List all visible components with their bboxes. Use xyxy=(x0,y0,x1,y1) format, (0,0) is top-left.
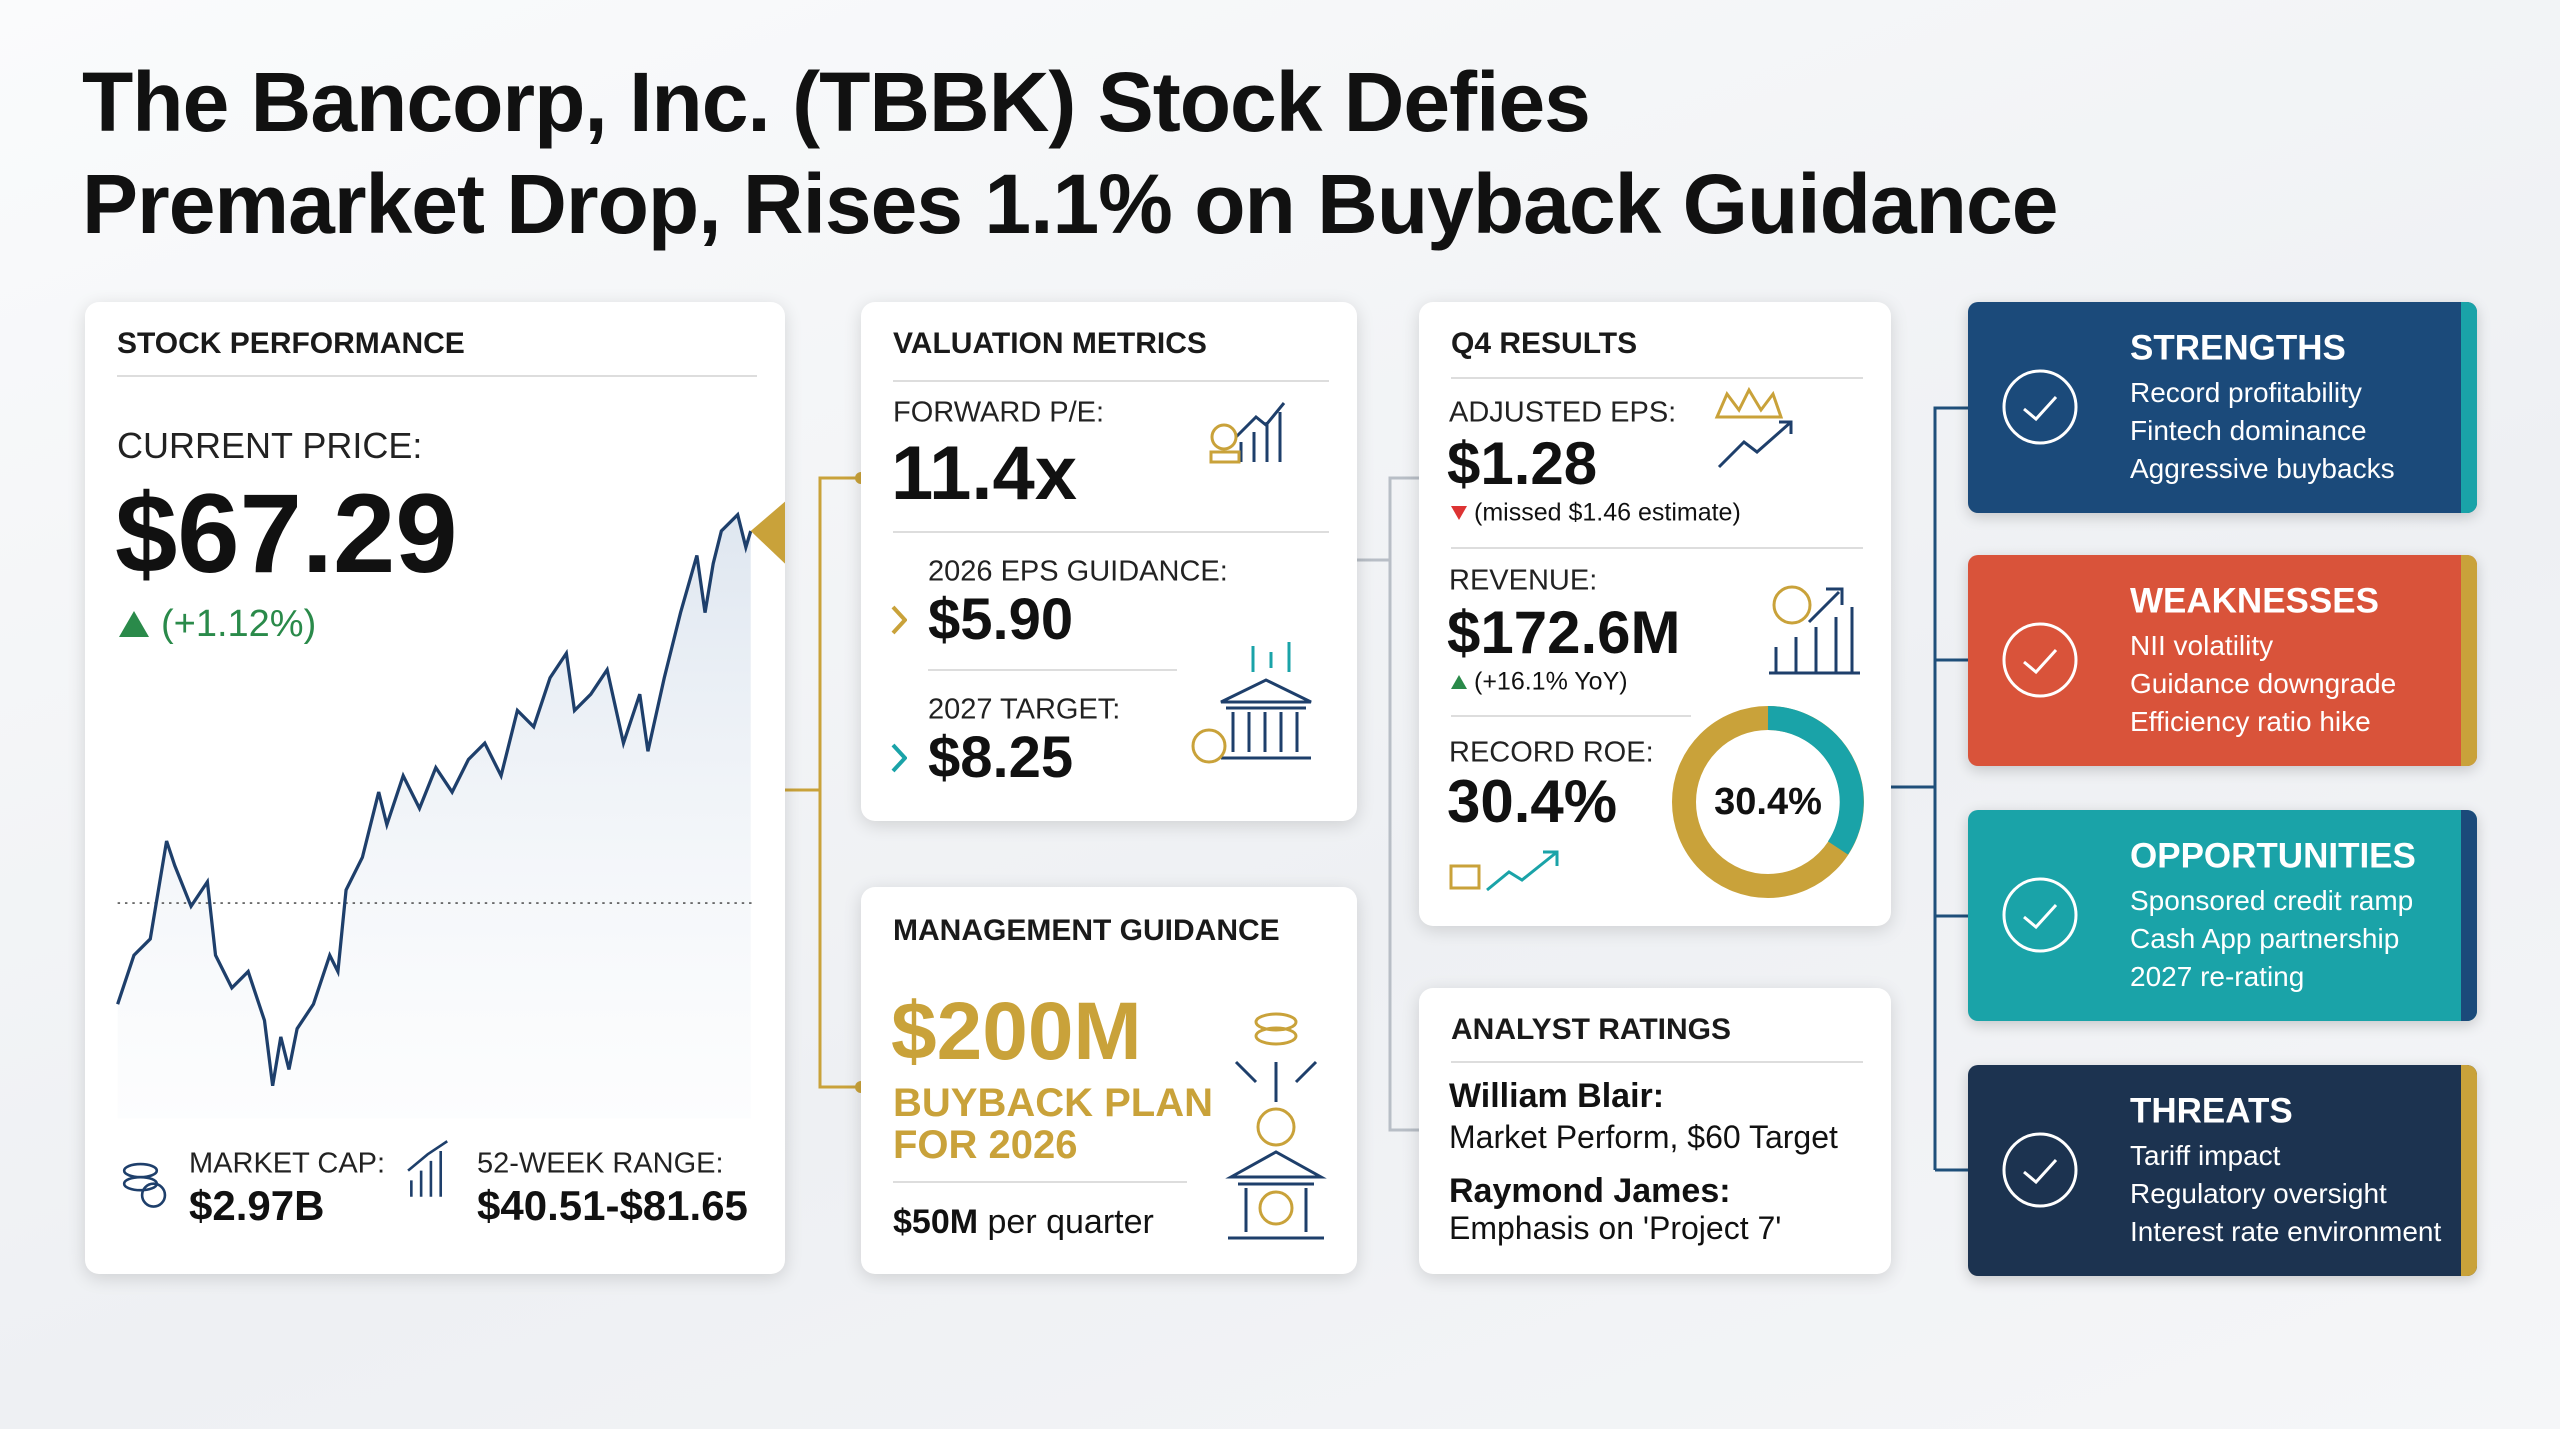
swot-icon xyxy=(2002,877,2078,953)
revenue-note: (+16.1% YoY) xyxy=(1474,667,1628,696)
swot-stripe xyxy=(2461,810,2477,1021)
swot-heading: WEAKNESSES xyxy=(2130,581,2379,621)
revenue-label: REVENUE: xyxy=(1449,564,1598,597)
down-arrow xyxy=(1451,506,1467,520)
swot-stripe xyxy=(2461,555,2477,766)
swot-item: Aggressive buybacks xyxy=(2130,453,2395,484)
market-cap-label: MARKET CAP: xyxy=(189,1147,386,1180)
title: Premarket Drop, Rises 1.1% on Buyback Gu… xyxy=(82,157,2058,251)
swot-item: NII volatility xyxy=(2130,630,2274,661)
roe-label: RECORD ROE: xyxy=(1449,736,1654,769)
title: The Bancorp, Inc. (TBBK) Stock Defies xyxy=(82,55,1591,149)
price: $67.29 xyxy=(115,471,458,596)
swot-icon xyxy=(2002,622,2078,698)
bank-icon xyxy=(1191,642,1312,764)
card-heading: Q4 RESULTS xyxy=(1451,327,1638,360)
rule xyxy=(893,1181,1187,1183)
roe-donut xyxy=(1672,706,1864,898)
analyst-view: Market Perform, $60 Target xyxy=(1449,1119,1838,1155)
swot-heading: OPPORTUNITIES xyxy=(2130,836,2416,876)
swot-box: WEAKNESSES NII volatility Guidance downgra… xyxy=(1968,555,2477,766)
swot-item: Sponsored credit ramp xyxy=(2130,885,2414,916)
q4-card: Q4 RESULTS ADJUSTED EPS: $1.28 (missed $… xyxy=(1419,302,1891,926)
swot-box: THREATS Tariff impact Regulatory oversight… xyxy=(1968,1065,2477,1276)
rule xyxy=(1451,377,1863,379)
price-label: CURRENT PRICE: xyxy=(117,425,423,466)
eps-label: ADJUSTED EPS: xyxy=(1449,396,1677,429)
range: $40.51-$81.65 xyxy=(477,1182,748,1229)
card-heading: MANAGEMENT GUIDANCE xyxy=(893,914,1280,947)
rule xyxy=(928,669,1177,671)
analyst-firm: Raymond James: xyxy=(1449,1172,1731,1210)
card-heading: ANALYST RATINGS xyxy=(1451,1013,1732,1046)
swot-stripe xyxy=(2461,1065,2477,1276)
rule xyxy=(1451,547,1863,549)
quarterly-suffix: per quarter xyxy=(987,1203,1154,1241)
buyback-plan: BUYBACK PLAN xyxy=(893,1081,1213,1125)
buyback-plan: FOR 2026 xyxy=(893,1123,1078,1167)
guidance-card: MANAGEMENT GUIDANCE $200M BUYBACK PLAN F… xyxy=(861,887,1357,1274)
swot-box: STRENGTHS Record profitability Fintech dom… xyxy=(1968,302,2477,513)
valuation-card: VALUATION METRICS FORWARD P/E: 11.4x 202… xyxy=(861,302,1357,821)
market-cap: $2.97B xyxy=(189,1182,325,1229)
rule xyxy=(117,375,757,377)
swot-item: Tariff impact xyxy=(2130,1140,2281,1171)
quarterly: $50M per quarter xyxy=(893,1205,1154,1239)
swot-item: 2027 re-rating xyxy=(2130,961,2305,992)
swot-item: Guidance downgrade xyxy=(2130,668,2397,699)
pe: 11.4x xyxy=(891,431,1077,516)
trend-icon xyxy=(1449,850,1559,892)
revenue: $172.6M xyxy=(1447,599,1681,666)
rule xyxy=(893,531,1329,533)
rule xyxy=(1451,715,1691,717)
range-label: 52-WEEK RANGE: xyxy=(477,1147,724,1180)
analyst-view: Emphasis on 'Project 7' xyxy=(1449,1210,1782,1246)
swot-item: Record profitability xyxy=(2130,377,2362,408)
eps-note: (missed $1.46 estimate) xyxy=(1474,498,1741,527)
coin-icon xyxy=(1225,1012,1327,1240)
card-heading: STOCK PERFORMANCE xyxy=(117,327,465,360)
swot-item: Interest rate environment xyxy=(2130,1216,2442,1247)
up-arrow xyxy=(119,611,149,637)
eps: $1.28 xyxy=(1447,430,1598,497)
target-label: 2027 TARGET: xyxy=(928,693,1121,726)
swot-heading: THREATS xyxy=(2130,1091,2293,1131)
swot-item: Fintech dominance xyxy=(2130,415,2367,446)
sparkline xyxy=(116,501,785,1208)
swot-heading: STRENGTHS xyxy=(2130,328,2346,368)
swot-icon xyxy=(2002,369,2078,445)
price-change: (+1.12%) xyxy=(161,603,317,645)
rule xyxy=(1451,1061,1863,1063)
eps-label: 2026 EPS GUIDANCE: xyxy=(928,555,1228,588)
roe: 30.4% xyxy=(1447,768,1618,835)
target: $8.25 xyxy=(928,725,1074,790)
growth-icon xyxy=(1769,585,1860,675)
swot-item: Regulatory oversight xyxy=(2130,1178,2387,1209)
eps: $5.90 xyxy=(928,587,1074,652)
stock-card: STOCK PERFORMANCE CURRENT PRICE: $67.29 … xyxy=(85,302,785,1274)
analyst-card: ANALYST RATINGS William Blair: Market Pe… xyxy=(1419,988,1891,1274)
swot-item: Cash App partnership xyxy=(2130,923,2400,954)
card-heading: VALUATION METRICS xyxy=(893,327,1207,360)
chevron xyxy=(891,743,907,773)
chart-icon xyxy=(1209,402,1286,464)
swot-icon xyxy=(2002,1132,2078,1208)
swot-stripe xyxy=(2461,302,2477,513)
crown-icon xyxy=(1714,386,1793,469)
swot-box: OPPORTUNITIES Sponsored credit ramp Cash A… xyxy=(1968,810,2477,1021)
analyst-firm: William Blair: xyxy=(1449,1077,1665,1115)
quarterly-amount: $50M xyxy=(893,1203,979,1241)
roe-donut-label: 30.4% xyxy=(1714,781,1822,823)
chevron xyxy=(891,605,907,635)
pe-label: FORWARD P/E: xyxy=(893,396,1105,429)
rule xyxy=(893,380,1329,382)
buyback-amount: $200M xyxy=(891,986,1142,1077)
swot-item: Efficiency ratio hike xyxy=(2130,706,2371,737)
up-arrow xyxy=(1451,675,1467,689)
